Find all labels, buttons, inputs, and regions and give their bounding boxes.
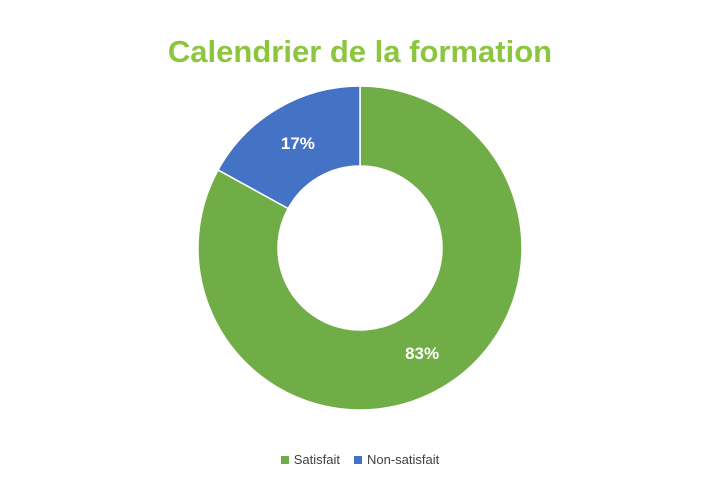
chart-legend: Satisfait Non-satisfait bbox=[0, 452, 720, 467]
data-label-non-satisfait: 17% bbox=[281, 134, 315, 153]
legend-swatch-non-satisfait bbox=[354, 455, 362, 464]
legend-label-satisfait: Satisfait bbox=[293, 452, 340, 467]
chart-title: Calendrier de la formation bbox=[167, 34, 553, 69]
legend-swatch-satisfait bbox=[280, 455, 289, 464]
legend-item-non-satisfait: Non-satisfait bbox=[354, 452, 439, 467]
legend-item-satisfait: Satisfait bbox=[280, 452, 340, 467]
donut-slice-non-satisfait bbox=[217, 85, 361, 210]
donut-slice-satisfait bbox=[197, 85, 523, 411]
legend-label-non-satisfait: Non-satisfait bbox=[367, 452, 440, 467]
data-label-satisfait: 83% bbox=[405, 344, 439, 363]
